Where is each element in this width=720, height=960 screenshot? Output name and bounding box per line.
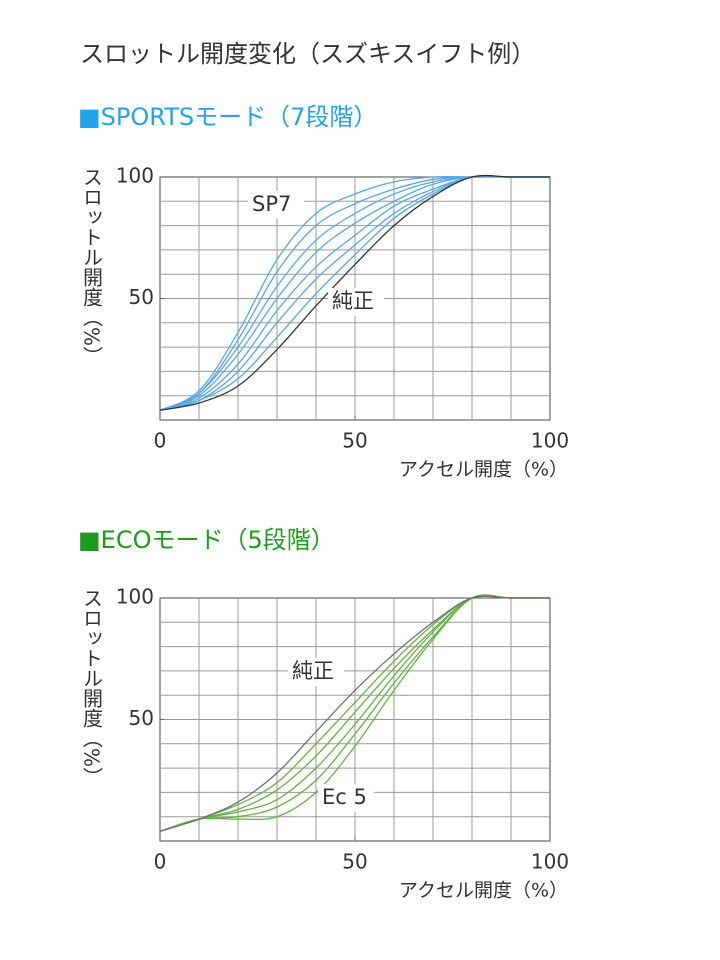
line: [159, 595, 550, 832]
x-tick-label: 50: [342, 429, 367, 453]
y-tick-label: 50: [129, 285, 154, 309]
x-tick-label: 50: [342, 850, 367, 874]
x-axis-label: アクセル開度（%）: [399, 880, 568, 902]
annotation-bg: [328, 288, 384, 316]
x-axis-label: アクセル開度（%）: [399, 459, 568, 481]
y-axis-label: スロットル開度（%）: [80, 588, 104, 787]
y-axis-label: スロットル開度（%）: [80, 167, 104, 366]
y-tick-label: 50: [129, 706, 154, 730]
annotation-bg: [288, 658, 344, 686]
y-tick-label: 100: [116, 164, 154, 188]
line: [159, 174, 550, 411]
annotation: Ec 5: [322, 785, 367, 809]
x-tick-label: 100: [531, 429, 569, 453]
annotation-bg: [248, 191, 304, 219]
x-tick-label: 100: [531, 850, 569, 874]
chart-subtitle: ■SPORTSモード（7段階）: [78, 103, 377, 131]
annotation-bg: [318, 784, 374, 812]
x-tick-label: 0: [154, 850, 167, 874]
annotation: 純正: [332, 289, 374, 313]
annotation: SP7: [252, 192, 291, 216]
line: [159, 175, 550, 411]
page-title: スロットル開度変化（スズキスイフト例）: [80, 40, 535, 68]
chart-subtitle: ■ECOモード（5段階）: [78, 526, 335, 554]
x-tick-label: 0: [154, 429, 167, 453]
annotation: 純正: [292, 659, 334, 683]
y-tick-label: 100: [116, 585, 154, 609]
line: [159, 594, 550, 832]
